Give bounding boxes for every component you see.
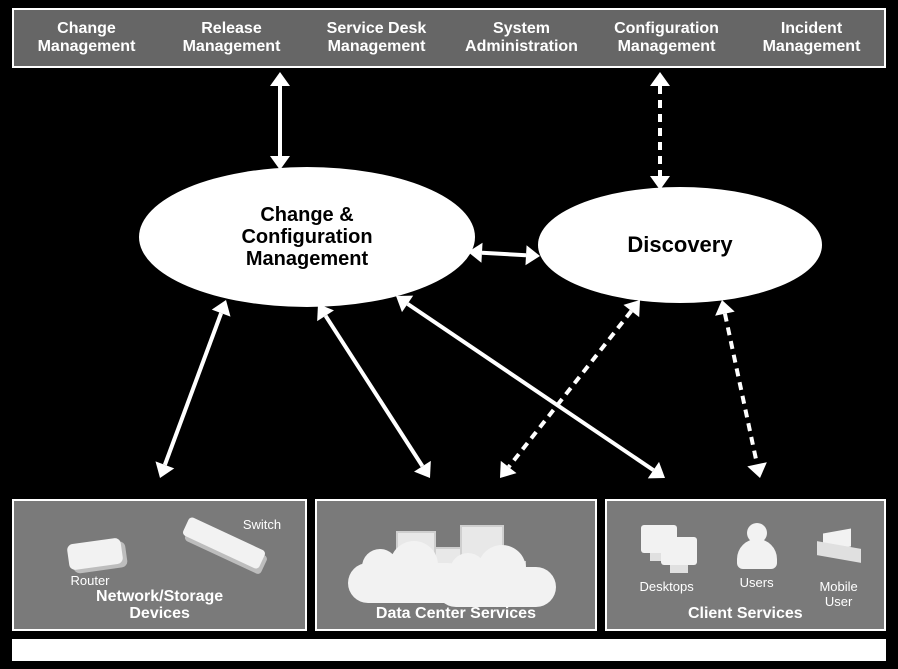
users-label: Users — [740, 575, 774, 590]
ellipse-left-label: Change & Configuration Management — [241, 204, 372, 270]
router-label: Router — [70, 573, 109, 588]
header-row: Change Management Release Management Ser… — [12, 8, 886, 68]
user-icon — [735, 523, 779, 571]
header-service-desk-management: Service Desk Management — [304, 10, 449, 66]
box-client-services: Desktops Users Mobile User Client Servic… — [605, 499, 886, 631]
box-data-center: Data Center Services — [315, 499, 596, 631]
header-configuration-management: Configuration Management — [594, 10, 739, 66]
header-release-management: Release Management — [159, 10, 304, 66]
buildings-icon — [356, 519, 556, 597]
box-client-services-label: Client Services — [607, 606, 884, 623]
header-incident-management: Incident Management — [739, 10, 884, 66]
box-network-storage-label: Network/Storage Devices — [14, 589, 305, 623]
box-data-center-label: Data Center Services — [317, 606, 594, 623]
header-system-administration: System Administration — [449, 10, 594, 66]
laptop-icon — [817, 531, 861, 561]
bottom-area: Router Switch Network/Storage Devices Da… — [12, 499, 886, 661]
box-network-storage: Router Switch Network/Storage Devices — [12, 499, 307, 631]
bottom-strip — [12, 639, 886, 661]
router-icon — [66, 537, 123, 570]
desktop-icon-2 — [661, 537, 697, 565]
mobile-user-label: Mobile User — [816, 579, 861, 609]
ellipse-right-label: Discovery — [627, 233, 732, 257]
switch-label: Switch — [243, 517, 281, 532]
header-change-management: Change Management — [14, 10, 159, 66]
desktops-label: Desktops — [640, 579, 694, 594]
